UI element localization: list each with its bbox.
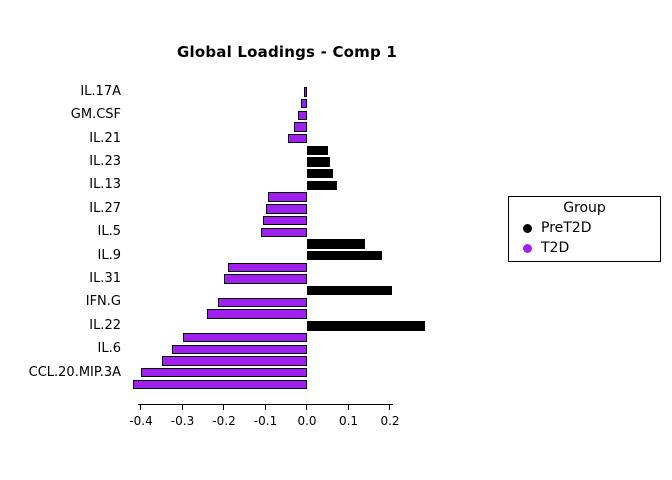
loading-bar-IL.13: [307, 180, 337, 191]
legend-items: PreT2D T2D: [509, 220, 660, 256]
legend-item-T2D: T2D: [523, 240, 660, 256]
x-tick-label: 0.1: [338, 414, 359, 428]
loading-bar-CCL.20.MIP.3A: [141, 367, 307, 378]
y-axis-label: IL.27: [89, 200, 121, 216]
x-tick-mark: [181, 404, 183, 410]
loading-bar: [207, 309, 307, 319]
loading-bar-GM.CSF: [297, 110, 307, 120]
loading-bar-IL.27: [265, 204, 307, 214]
x-tick-label: -0.3: [170, 414, 195, 428]
x-tick-mark: [389, 404, 391, 410]
loading-bar-IL.5: [260, 227, 307, 237]
x-tick-mark: [306, 404, 308, 410]
y-axis-label: IL.13: [89, 177, 121, 193]
y-axis-label: IL.21: [89, 130, 121, 146]
y-axis-label: CCL.20.MIP.3A: [28, 364, 121, 380]
loading-bar: [307, 239, 366, 249]
x-tick-label: 0.0: [297, 414, 317, 428]
legend-dot-icon: [523, 243, 532, 253]
y-axis-label: IL.31: [89, 271, 121, 287]
loading-bar: [161, 356, 307, 366]
loading-bar-IL.21: [288, 133, 307, 144]
loading-bar: [132, 379, 307, 390]
x-tick-mark: [264, 404, 266, 410]
loading-bar-IL.31: [224, 274, 307, 284]
loading-bar: [263, 215, 307, 226]
legend-dot-icon: [523, 223, 532, 233]
y-axis-label: GM.CSF: [70, 107, 121, 123]
x-tick-label: -0.4: [129, 414, 153, 428]
x-tick-label: -0.2: [212, 414, 236, 428]
legend-item-label: PreT2D: [541, 220, 592, 236]
loading-bar: [293, 122, 307, 132]
loading-bar-IL.6: [172, 344, 307, 354]
plot-area: [129, 86, 429, 394]
y-axis-label: IL.22: [89, 317, 121, 333]
y-axis-label: IL.9: [97, 247, 121, 263]
x-tick-mark: [140, 404, 142, 410]
y-axis-label: IL.23: [89, 154, 121, 170]
x-tick-label: 0.2: [380, 414, 400, 428]
y-axis-label: IL.6: [97, 341, 121, 357]
chart-title: Global Loadings - Comp 1: [176, 43, 397, 61]
loading-bar: [228, 262, 307, 273]
loading-bar: [307, 286, 393, 296]
legend: Group PreT2D T2D: [508, 196, 661, 262]
loading-bar: [307, 145, 328, 156]
loading-bar: [300, 98, 307, 109]
loading-bar: [307, 169, 333, 179]
y-axis-label: IL.17A: [80, 83, 121, 99]
loading-bar-IL.9: [307, 250, 382, 261]
loading-bar: [182, 332, 307, 343]
legend-title: Group: [563, 200, 606, 216]
x-tick-label: -0.1: [253, 414, 278, 428]
loading-bar: [267, 192, 307, 202]
loading-bar-IL.23: [307, 157, 330, 167]
loading-bar-IFN.G: [217, 297, 307, 308]
legend-item-PreT2D: PreT2D: [523, 220, 660, 236]
x-tick-mark: [223, 404, 225, 410]
legend-item-label: T2D: [541, 240, 570, 256]
y-axis-label: IFN.G: [85, 294, 121, 310]
x-tick-mark: [347, 404, 349, 410]
y-axis-label: IL.5: [97, 224, 121, 240]
loading-bar-IL.22: [307, 321, 426, 331]
loading-bar-IL.17A: [303, 87, 307, 97]
